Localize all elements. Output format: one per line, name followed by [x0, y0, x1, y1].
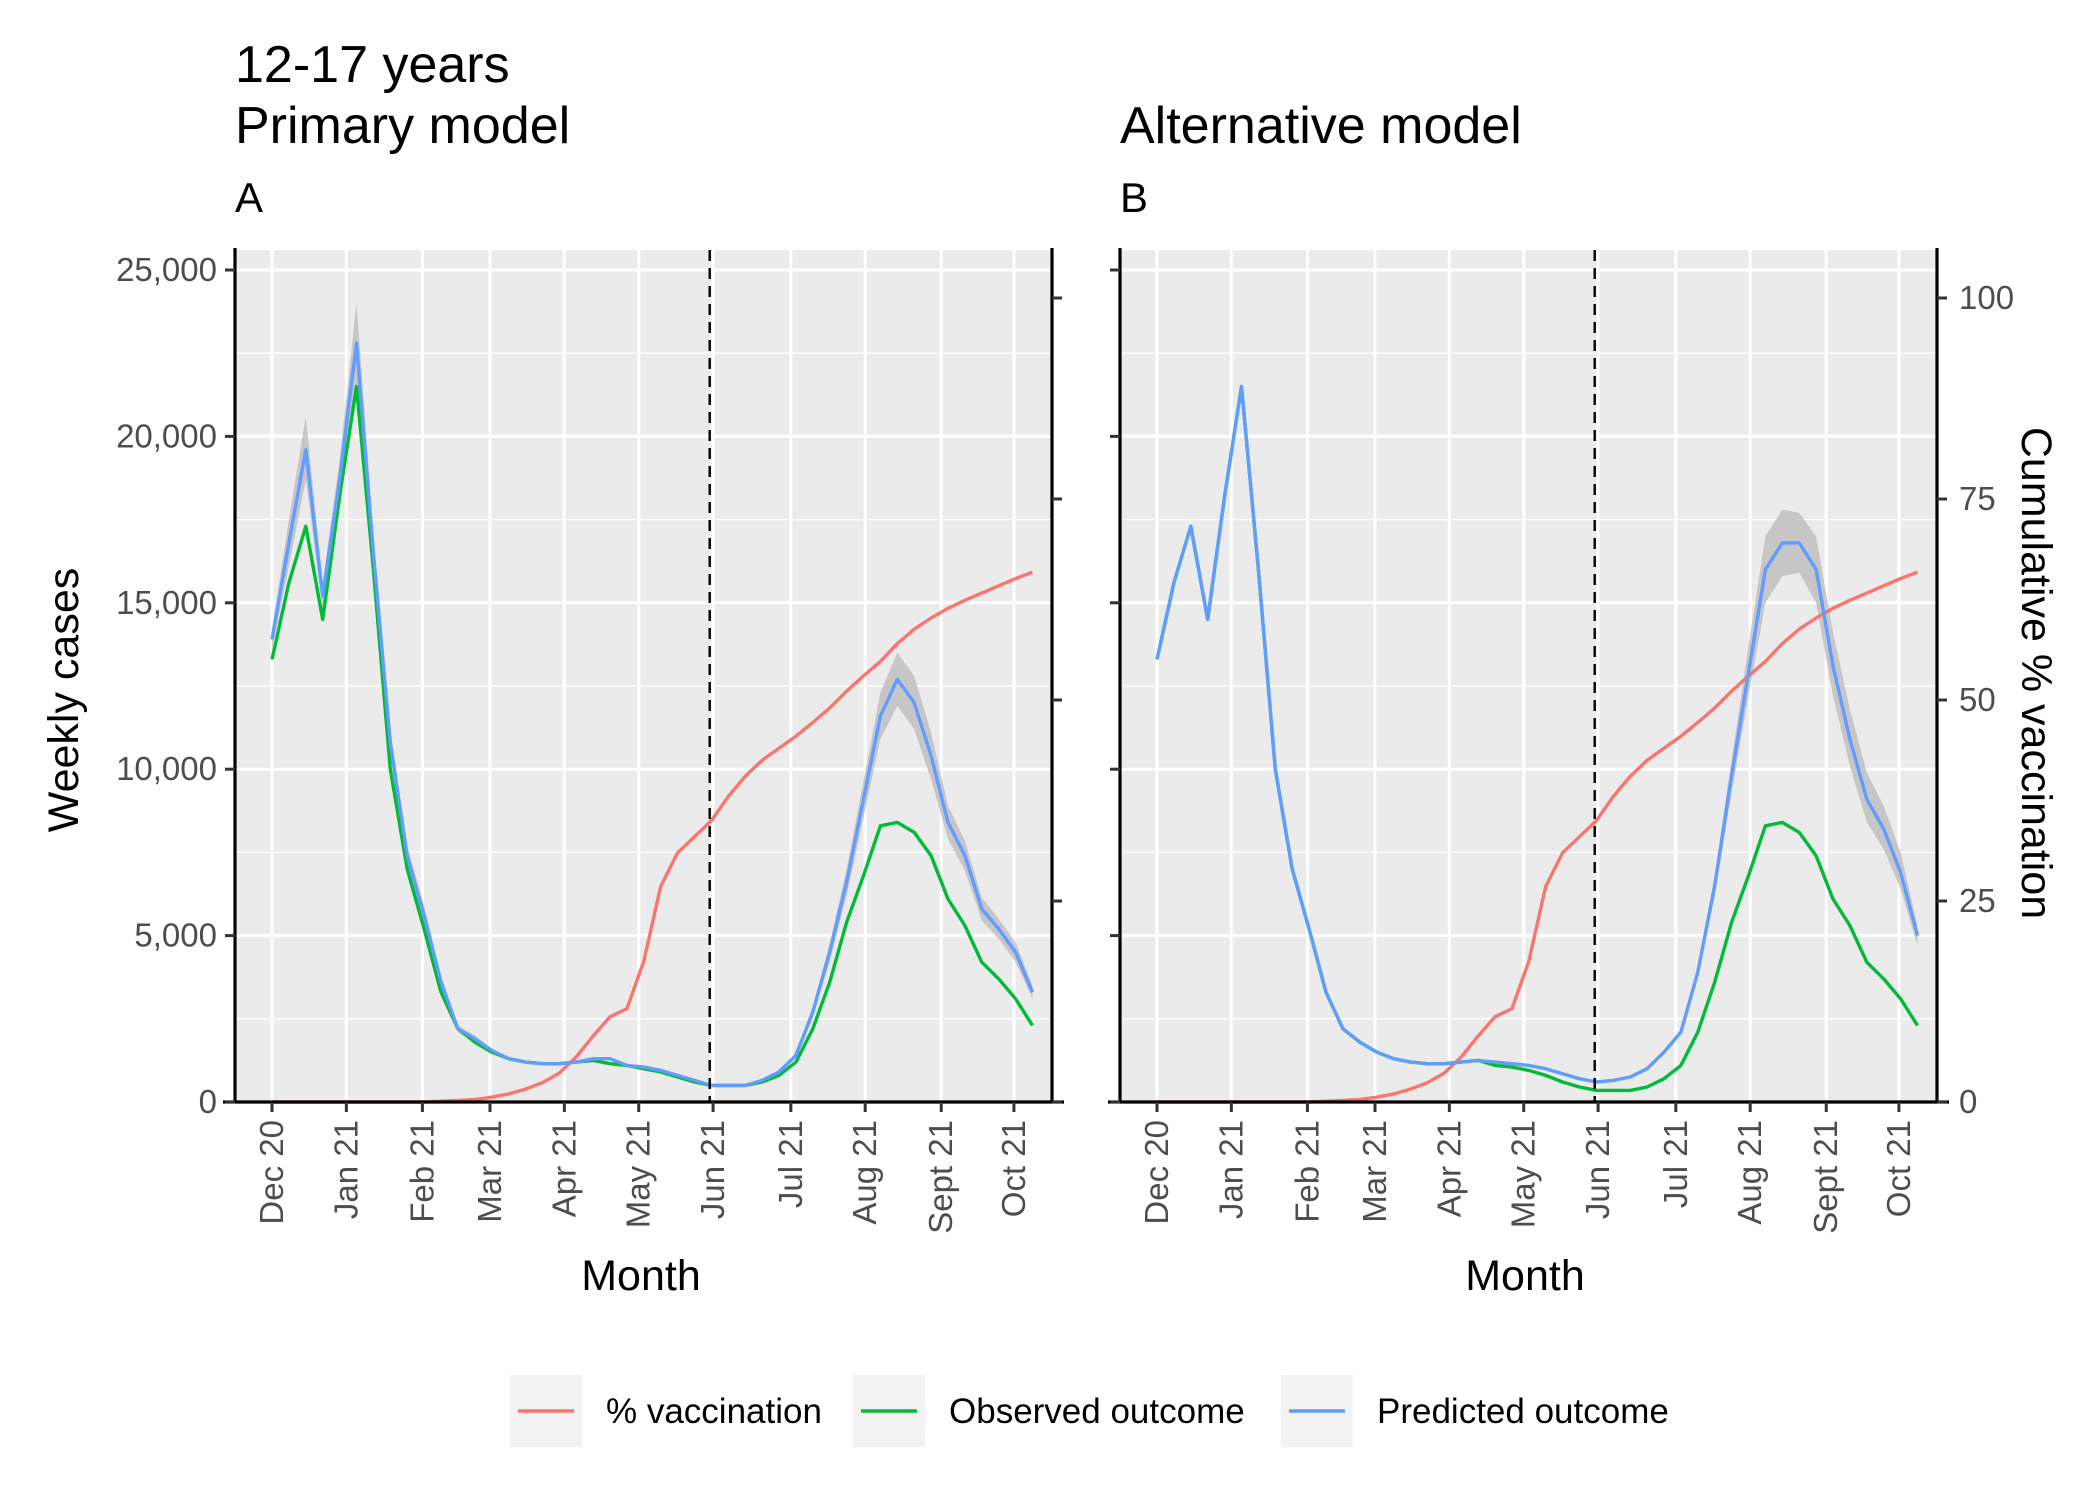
panel-a-x-axis-title: Month [581, 1252, 701, 1300]
panel-b-x-tick-label: May 21 [1505, 1120, 1542, 1228]
panel-b-x-tick-label: Sept 21 [1807, 1120, 1844, 1234]
panel-a-y-tick-label: 15,000 [116, 584, 217, 621]
panel-b-chart: 0 25 50 75 100 Dec 20 Jan 21 Feb 21 Mar 21 Apr 21… [1108, 248, 2014, 1234]
legend-item-vaccination: % vaccination [510, 1375, 822, 1447]
panel-b-x-axis-title: Month [1465, 1252, 1585, 1300]
panel-a-x-tick-label: Dec 20 [253, 1120, 290, 1225]
legend: % vaccination Observed outcome Predicted… [510, 1375, 1669, 1447]
panel-b-x-tick-label: Apr 21 [1430, 1120, 1467, 1217]
panel-a-y-tick-label: 25,000 [116, 251, 217, 288]
panel-a-x-tick-label: Aug 21 [846, 1120, 883, 1225]
panel-a-x-tick-label: Feb 21 [403, 1120, 440, 1223]
panel-b-y2-tick-label: 50 [1959, 681, 1996, 718]
panel-a-x-tick-label: Mar 21 [471, 1120, 508, 1223]
panel-b-x-tick-label: Oct 21 [1880, 1120, 1917, 1217]
panel-a-title: Primary model [235, 97, 570, 155]
panel-a-y-tick-label: 5,000 [134, 917, 217, 954]
legend-label-vaccination: % vaccination [606, 1392, 822, 1431]
legend-item-predicted: Predicted outcome [1281, 1375, 1669, 1447]
legend-label-predicted: Predicted outcome [1377, 1392, 1669, 1431]
panel-a-y-tick-label: 0 [199, 1083, 217, 1120]
panel-a-confidence-band [272, 303, 1033, 1087]
panel-b-title: Alternative model [1120, 97, 1522, 155]
panel-a-y-tick-label: 20,000 [116, 417, 217, 454]
panel-a-x-tick-label: Oct 21 [995, 1120, 1032, 1217]
panel-a-x-tick-label: Sept 21 [922, 1120, 959, 1234]
panel-b-x-tick-label: Dec 20 [1138, 1120, 1175, 1225]
panel-a-chart: 0 5,000 10,000 15,000 20,000 25,000 Dec 20 Jan … [116, 248, 1064, 1234]
panel-b-series-predicted [1155, 384, 1920, 1084]
panel-a-tag: A [235, 174, 263, 221]
legend-label-observed: Observed outcome [949, 1392, 1245, 1431]
panel-a-x-tick-label: May 21 [620, 1120, 657, 1228]
panel-a-x-tick-label: Jul 21 [772, 1120, 809, 1208]
panel-b-tag: B [1120, 174, 1148, 221]
figure-title: 12-17 years [235, 36, 510, 94]
panel-a-x-tick-label: Jun 21 [694, 1120, 731, 1219]
panel-b-panel-background [1120, 250, 1937, 1102]
legend-item-observed: Observed outcome [853, 1375, 1245, 1447]
panel-b-x-tick-label: Jun 21 [1579, 1120, 1616, 1219]
panel-b-x-tick-label: Jan 21 [1212, 1120, 1249, 1219]
panel-a-y-axis-title: Weekly cases [40, 568, 88, 832]
panel-b-x-tick-label: Feb 21 [1288, 1120, 1325, 1223]
panel-b-y2-tick-label: 25 [1959, 882, 1996, 919]
panel-b-y2-tick-label: 75 [1959, 480, 1996, 517]
panel-b-x-tick-label: Aug 21 [1731, 1120, 1768, 1225]
panel-a-x-tick-label: Apr 21 [545, 1120, 582, 1217]
panel-a-x-tick-label: Jan 21 [327, 1120, 364, 1219]
panel-a-series-predicted [270, 341, 1035, 1088]
panel-b-x-tick-label: Jul 21 [1657, 1120, 1694, 1208]
panel-a-y-tick-label: 10,000 [116, 750, 217, 787]
panel-b-y2-tick-label: 100 [1959, 279, 2014, 316]
panel-b-x-tick-label: Mar 21 [1356, 1120, 1393, 1223]
panel-b-y2-axis-title: Cumulative % vaccination [2012, 427, 2060, 919]
panel-b-y2-tick-label: 0 [1959, 1083, 1977, 1120]
